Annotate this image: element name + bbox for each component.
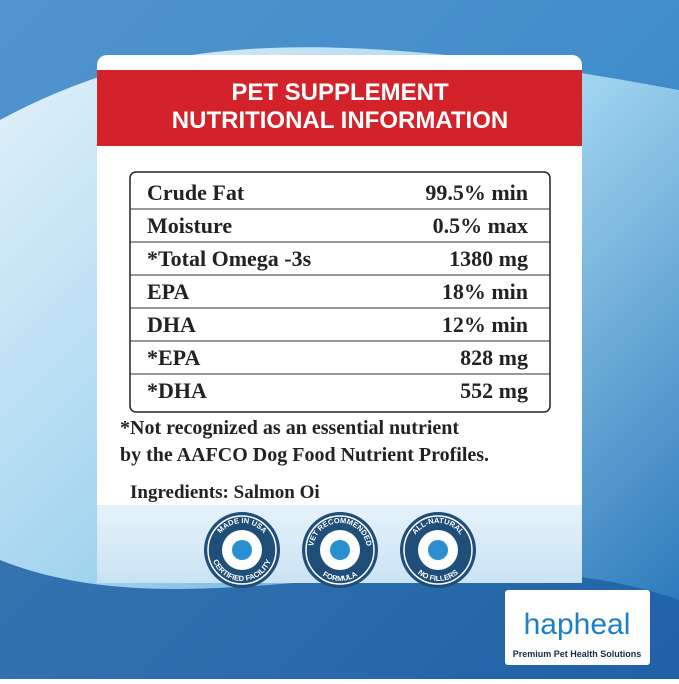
row-value: 828 mg: [460, 345, 528, 370]
row-value: 99.5% min: [425, 180, 528, 205]
row-label: Moisture: [147, 213, 232, 238]
badge-ring: [207, 515, 277, 585]
header-band: [97, 70, 582, 146]
badge-bottom-text: NO FILLERS: [416, 568, 459, 583]
footnote: by the AAFCO Dog Food Nutrient Profiles.: [120, 444, 489, 466]
ingredients: Ingredients: Salmon Oi: [130, 482, 320, 503]
brand-name: hapheal: [524, 608, 631, 641]
row-label: *EPA: [147, 345, 200, 370]
row-label: Crude Fat: [147, 180, 245, 205]
card: [97, 55, 582, 583]
table-border: [129, 171, 551, 413]
badge-bottom-label: NO FILLERS: [416, 568, 459, 583]
badge-icon: [428, 540, 448, 560]
row-label: EPA: [147, 279, 189, 304]
badge-icon: [232, 540, 252, 560]
badge-icon: [330, 540, 350, 560]
header-title: NUTRITIONAL INFORMATION: [172, 107, 508, 134]
brand-box: [505, 590, 650, 665]
footnote: *Not recognized as an essential nutrient: [120, 417, 459, 439]
row-label: DHA: [147, 312, 196, 337]
badge-bottom-text: FORMULA: [321, 569, 359, 583]
wave: [0, 0, 679, 120]
row-label: *DHA: [147, 378, 207, 403]
row-label: *Total Omega -3s: [147, 246, 312, 271]
row-value: 552 mg: [460, 378, 528, 403]
row-value: 12% min: [442, 312, 528, 337]
brand-tagline: Premium Pet Health Solutions: [513, 649, 642, 659]
row-value: 1380 mg: [449, 246, 528, 271]
badge-ring: [403, 515, 473, 585]
row-value: 0.5% max: [433, 213, 528, 238]
row-value: 18% min: [442, 279, 528, 304]
badge-bottom-label: FORMULA: [321, 569, 359, 583]
header-title: PET SUPPLEMENT: [231, 79, 449, 106]
badge-ring: [305, 515, 375, 585]
